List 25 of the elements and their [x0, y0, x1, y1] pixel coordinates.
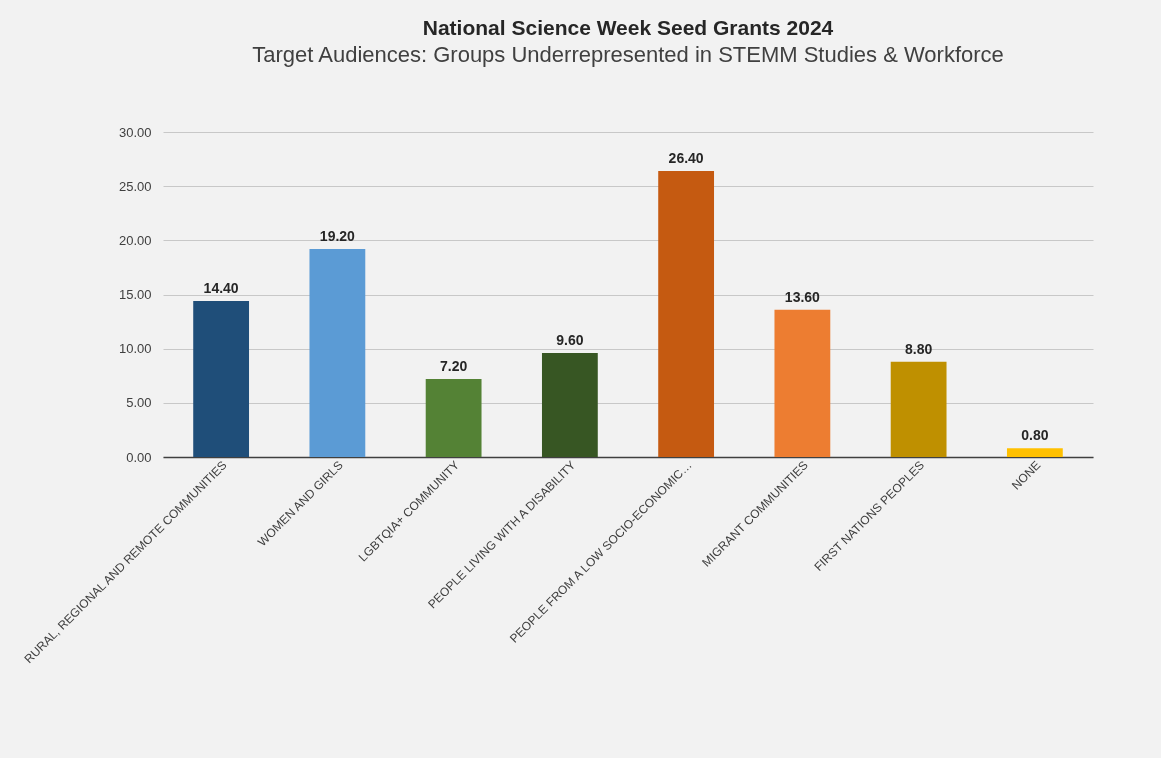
y-tick-label: 0.00: [126, 449, 152, 465]
data-label: 26.40: [668, 150, 704, 166]
data-label: 9.60: [556, 332, 584, 348]
y-tick-label: 25.00: [118, 178, 152, 194]
y-tick-label: 20.00: [118, 232, 152, 248]
data-label: 14.40: [203, 280, 239, 296]
data-label: 7.20: [440, 358, 468, 374]
bar: [425, 379, 482, 457]
data-label: 19.20: [319, 228, 356, 244]
bar: [774, 309, 831, 457]
bar: [658, 171, 715, 457]
bar: [309, 249, 366, 457]
bar: [890, 361, 947, 457]
data-label: 0.80: [1021, 427, 1049, 444]
bar: [193, 301, 250, 457]
y-tick-label: 30.00: [118, 124, 152, 140]
y-tick-label: 10.00: [118, 341, 152, 357]
chart-subtitle: Target Audiences: Groups Underrepresented in STEMM Studies & Workforce: [252, 42, 1004, 67]
data-label: 13.60: [784, 288, 821, 305]
chart-title: National Science Week Seed Grants 2024: [422, 16, 834, 39]
bar: [1006, 448, 1063, 457]
data-label: 8.80: [905, 340, 933, 357]
y-tick-label: 15.00: [118, 287, 152, 302]
y-tick-label: 5.00: [126, 395, 152, 411]
bar: [541, 353, 598, 457]
